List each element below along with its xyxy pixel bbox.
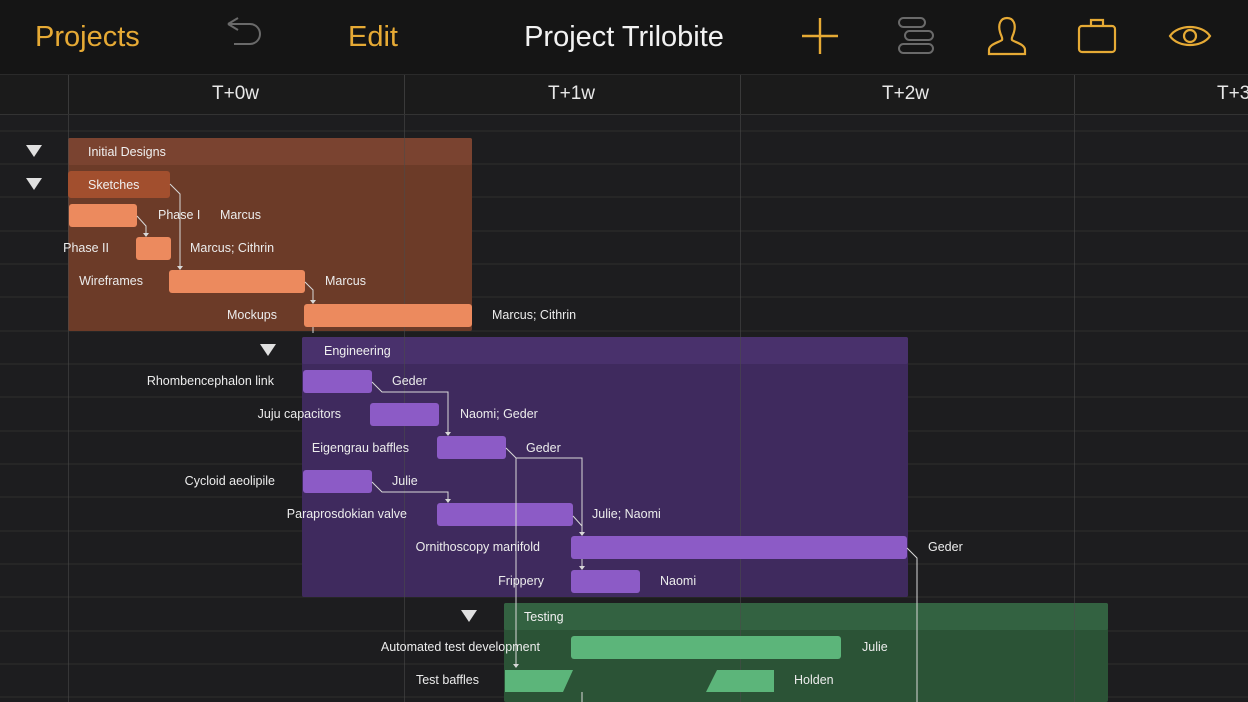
timeline-column-week1: T+1w [548,83,595,104]
task-bar-phase1[interactable] [69,204,137,227]
task-bar-wireframes[interactable] [169,270,305,293]
resource-label-automated: Julie [862,640,888,654]
task-label-testbaffles: Test baffles [415,673,479,687]
task-bar-cycloid[interactable] [303,470,372,493]
task-bar-paraprosdokian[interactable] [437,503,573,526]
group-label-initial-designs: Initial Designs [88,145,166,159]
sketches-group-bar[interactable] [68,171,170,198]
resource-label-testbaffles: Holden [794,673,834,687]
disclosure-triangle-testing[interactable] [461,610,477,622]
task-label-juju: Juju capacitors [257,407,341,421]
task-bar-juju[interactable] [370,403,439,426]
resources-icon[interactable] [985,14,1029,58]
task-label-phase2: Phase II [63,241,109,255]
task-label-ornithoscopy: Ornithoscopy manifold [415,540,540,554]
group-label-sketches: Sketches [88,178,140,192]
task-label-frippery: Frippery [498,574,544,588]
task-label-automated: Automated test development [380,640,540,654]
group-header-engineering [302,337,908,364]
group-label-testing: Testing [524,610,564,624]
timeline-column-week3: T+3 [1217,83,1248,104]
resource-label-eigengrau: Geder [526,441,561,455]
eye-icon[interactable] [1168,14,1212,58]
outline-icon[interactable] [895,14,939,58]
task-label-cycloid: Cycloid aeolipile [184,474,275,488]
resource-label-cycloid: Julie [392,474,418,488]
resource-label-paraprosdokian: Julie; Naomi [592,507,661,521]
header-divider-1 [404,74,405,114]
task-label-eigengrau: Eigengrau baffles [311,441,409,455]
resource-label-phase1: Marcus [220,208,261,222]
resource-label-juju: Naomi; Geder [460,407,538,421]
group-header-testing [504,603,1108,630]
task-bar-phase2[interactable] [136,237,171,260]
task-bar-rhombencephalon[interactable] [303,370,372,393]
task-bar-eigengrau[interactable] [437,436,506,459]
task-label-paraprosdokian: Paraprosdokian valve [286,507,407,521]
group-label-engineering: Engineering [324,344,391,358]
resource-label-phase2: Marcus; Cithrin [190,241,275,255]
timeline-header: T+0w T+1w T+2w T+3 [0,74,1248,115]
disclosure-triangle-sketches[interactable] [26,178,42,190]
task-label-mockups: Mockups [226,308,277,322]
task-bar-automated[interactable] [571,636,841,659]
resource-label-wireframes: Marcus [325,274,366,288]
task-bar-frippery[interactable] [571,570,640,593]
task-label-rhombencephalon: Rhombencephalon link [146,374,274,388]
task-bar-ornithoscopy[interactable] [571,536,907,559]
resource-label-rhombencephalon: Geder [392,374,427,388]
add-icon[interactable] [798,14,842,58]
resource-label-mockups: Marcus; Cithrin [492,308,577,322]
task-bar-testbaffles[interactable] [500,669,800,693]
edit-button[interactable]: Edit [348,21,398,53]
timeline-column-week0: T+0w [212,83,259,104]
toolbar: Projects Edit Project Trilobite [0,0,1248,75]
header-divider-0 [68,74,69,114]
task-label-phase1: Phase I [158,208,201,222]
resource-label-frippery: Naomi [660,574,697,588]
resource-label-ornithoscopy: Geder [928,540,963,554]
project-title: Project Trilobite [524,21,724,53]
disclosure-triangle-engineering[interactable] [260,344,276,356]
timeline-column-week2: T+2w [882,83,929,104]
header-divider-3 [1074,74,1075,114]
projects-button[interactable]: Projects [35,21,140,53]
header-divider-2 [740,74,741,114]
task-label-wireframes: Wireframes [79,274,143,288]
disclosure-triangle-initial-designs[interactable] [26,145,42,157]
briefcase-icon[interactable] [1075,14,1119,58]
task-bar-mockups[interactable] [304,304,472,327]
undo-icon[interactable] [220,14,264,58]
